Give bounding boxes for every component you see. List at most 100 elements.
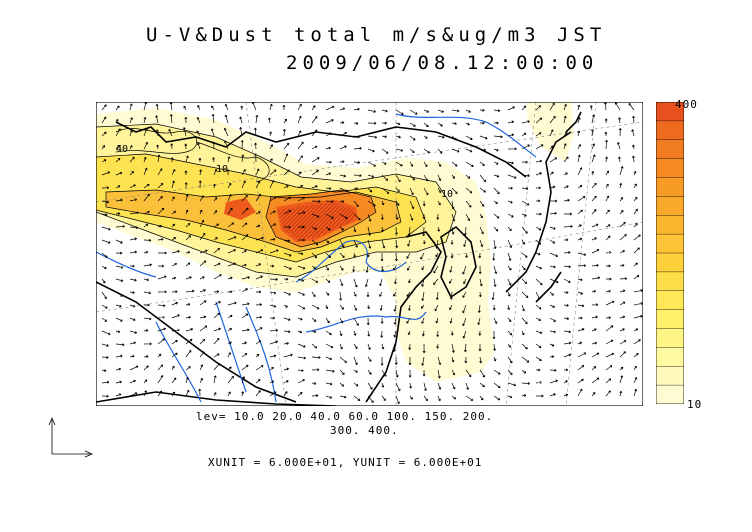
wind-arrow	[115, 105, 120, 111]
wind-arrow	[367, 330, 371, 337]
wind-arrow	[507, 343, 511, 348]
wind-arrow	[619, 390, 623, 397]
wind-arrow	[591, 143, 595, 150]
wind-arrow	[591, 154, 596, 163]
wind-arrow	[549, 239, 556, 244]
wind-arrow	[422, 343, 426, 354]
wind-arrow	[463, 343, 467, 353]
wind-arrow	[605, 183, 609, 189]
wind-arrow	[493, 317, 498, 324]
wind-arrow	[101, 213, 108, 217]
wind-arrow	[325, 395, 333, 399]
wind-arrow	[241, 376, 246, 384]
wind-arrow	[395, 213, 399, 220]
wind-arrow	[325, 160, 332, 164]
wind-arrow	[493, 135, 503, 139]
wind-arrow	[549, 211, 557, 215]
wind-arrow	[507, 213, 514, 218]
wind-arrow	[479, 395, 484, 401]
wind-arrow	[269, 354, 277, 358]
wind-arrow	[157, 315, 165, 319]
wind-arrow	[395, 395, 400, 405]
wind-arrow	[521, 174, 530, 178]
wind-arrow	[521, 330, 525, 336]
wind-arrow	[353, 278, 358, 288]
wind-arrow	[422, 200, 426, 207]
wind-arrow	[339, 107, 346, 111]
wind-arrow	[311, 157, 320, 163]
wind-arrow	[297, 155, 303, 163]
wind-arrow	[255, 180, 261, 189]
wind-arrow	[379, 304, 383, 311]
wind-arrow	[393, 304, 397, 312]
wind-arrow	[129, 392, 138, 397]
wind-arrow	[577, 328, 585, 332]
wind-arrow	[157, 375, 164, 384]
wind-arrow	[605, 224, 611, 228]
dust-blob-west	[224, 198, 256, 220]
wind-arrow	[339, 278, 344, 287]
wind-arrow	[549, 368, 557, 372]
wind-arrow	[395, 226, 398, 235]
colorbar-swatch	[656, 102, 684, 122]
wind-arrow	[339, 174, 347, 178]
wind-arrow	[283, 185, 289, 189]
wind-arrow	[605, 139, 609, 150]
wind-arrow	[115, 251, 123, 255]
wind-arrow	[129, 103, 133, 111]
wind-arrow	[283, 304, 288, 308]
wind-arrow	[563, 103, 567, 111]
wind-arrow	[605, 339, 614, 345]
wind-arrow	[283, 291, 291, 296]
wind-arrow	[241, 391, 245, 397]
wind-arrow	[199, 351, 205, 358]
wind-arrow	[633, 275, 640, 280]
wind-arrow	[423, 187, 429, 196]
wind-arrow	[393, 330, 397, 338]
wind-arrow	[451, 369, 456, 376]
wind-arrow	[241, 263, 247, 267]
wind-arrow	[185, 194, 189, 202]
wind-arrow	[381, 161, 387, 165]
wind-arrow	[493, 148, 499, 152]
wind-arrow	[563, 380, 568, 384]
wind-arrow	[479, 108, 485, 112]
wind-arrow	[157, 182, 164, 189]
wind-arrow	[325, 200, 334, 204]
wind-arrow	[101, 200, 110, 204]
wind-arrow	[143, 379, 148, 384]
wind-arrow	[563, 172, 568, 176]
wind-arrow	[227, 156, 231, 163]
wind-arrow	[184, 182, 188, 189]
wind-arrow	[591, 391, 596, 397]
wind-arrow	[353, 239, 358, 248]
wind-arrow	[311, 265, 316, 269]
wind-arrow	[339, 239, 345, 248]
wind-arrow	[197, 142, 201, 150]
wind-arrow	[577, 388, 583, 397]
wind-arrow	[101, 171, 111, 176]
wind-arrow	[311, 382, 317, 385]
wind-arrow	[407, 304, 411, 311]
wind-arrow	[297, 130, 302, 137]
wind-arrow	[591, 209, 597, 215]
svg-text:10: 10	[441, 189, 453, 200]
wind-arrow	[423, 382, 427, 392]
wind-arrow	[577, 224, 582, 228]
wind-arrow	[339, 382, 345, 387]
wind-arrow	[269, 304, 277, 308]
wind-arrow	[171, 377, 177, 384]
wind-arrow	[297, 265, 306, 270]
wind-arrow	[393, 343, 397, 352]
wind-arrow	[129, 145, 133, 150]
wind-arrow	[241, 341, 247, 345]
wind-arrow	[254, 153, 258, 163]
wind-arrow	[563, 393, 569, 397]
wind-arrow	[563, 317, 570, 321]
wind-arrow	[628, 103, 635, 111]
chart-timestamp: 2009/06/08.12:00:00	[286, 52, 599, 74]
wind-arrow	[255, 327, 263, 332]
wind-arrow	[408, 343, 412, 350]
wind-arrow	[255, 303, 262, 307]
wind-arrow	[381, 187, 390, 194]
